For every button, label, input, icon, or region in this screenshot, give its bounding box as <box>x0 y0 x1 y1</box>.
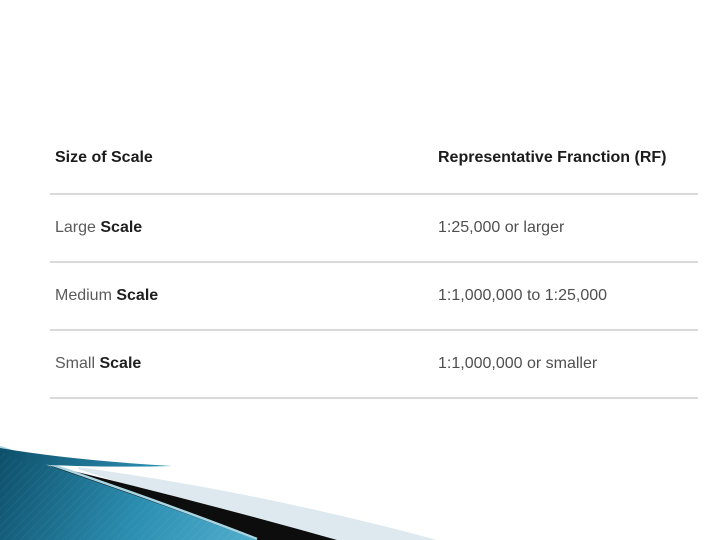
row-value-cell: 1:1,000,000 to 1:25,000 <box>438 287 698 305</box>
row-value: 1:1,000,000 or smaller <box>438 355 598 372</box>
header-cell-representative-fraction: Representative Franction (RF) <box>438 149 698 167</box>
row-label-bold: Scale <box>100 219 143 236</box>
table-row: Large Scale 1:25,000 or larger <box>50 195 698 263</box>
teal-wedge-texture <box>0 449 257 540</box>
row-value: 1:1,000,000 to 1:25,000 <box>438 287 608 304</box>
table-row: Medium Scale 1:1,000,000 to 1:25,000 <box>50 263 698 331</box>
black-ribbon-shape <box>48 465 337 540</box>
row-value-cell: 1:1,000,000 or smaller <box>438 355 698 373</box>
row-value: 1:25,000 or larger <box>438 219 565 236</box>
row-label-prefix: Medium <box>55 287 112 304</box>
header-cell-size-of-scale: Size of Scale <box>50 149 438 167</box>
table-header-row: Size of Scale Representative Franction (… <box>50 122 698 195</box>
row-value-cell: 1:25,000 or larger <box>438 219 698 237</box>
teal-rim-highlight <box>0 445 258 540</box>
teal-wedge-shape <box>0 449 257 540</box>
row-label-prefix: Small <box>55 355 96 372</box>
row-label-cell: Small Scale <box>50 355 438 373</box>
row-label-bold: Scale <box>99 355 142 372</box>
row-label-cell: Large Scale <box>50 219 438 237</box>
teal-sliver-shape <box>0 448 172 467</box>
row-label-cell: Medium Scale <box>50 287 438 305</box>
column-header-label: Representative Franction (RF) <box>438 148 667 166</box>
column-header-label: Size of Scale <box>55 148 153 166</box>
row-label-prefix: Large <box>55 219 96 236</box>
scale-table: Size of Scale Representative Franction (… <box>50 122 698 399</box>
row-label-bold: Scale <box>116 287 159 304</box>
table-row: Small Scale 1:1,000,000 or smaller <box>50 331 698 399</box>
pale-ribbon-shape <box>78 467 437 540</box>
